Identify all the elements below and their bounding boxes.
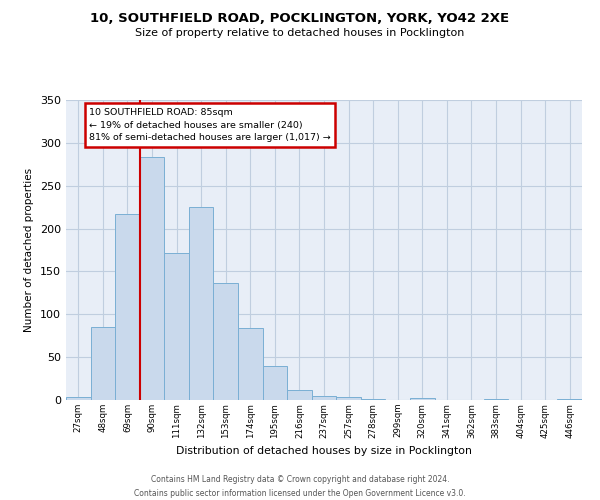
Text: 10, SOUTHFIELD ROAD, POCKLINGTON, YORK, YO42 2XE: 10, SOUTHFIELD ROAD, POCKLINGTON, YORK, … — [91, 12, 509, 26]
Bar — [189, 207, 214, 400]
Bar — [410, 398, 434, 400]
Bar — [214, 284, 238, 400]
Text: Contains HM Land Registry data © Crown copyright and database right 2024.
Contai: Contains HM Land Registry data © Crown c… — [134, 476, 466, 498]
Bar — [312, 396, 336, 400]
Bar — [140, 158, 164, 400]
Bar — [287, 390, 312, 400]
Bar — [484, 399, 508, 400]
Bar — [66, 398, 91, 400]
Bar — [164, 254, 189, 400]
Bar — [238, 328, 263, 400]
Bar — [91, 327, 115, 400]
Bar — [557, 399, 582, 400]
Bar — [115, 214, 140, 400]
X-axis label: Distribution of detached houses by size in Pocklington: Distribution of detached houses by size … — [176, 446, 472, 456]
Text: Size of property relative to detached houses in Pocklington: Size of property relative to detached ho… — [136, 28, 464, 38]
Bar — [336, 396, 361, 400]
Bar — [361, 399, 385, 400]
Text: 10 SOUTHFIELD ROAD: 85sqm
← 19% of detached houses are smaller (240)
81% of semi: 10 SOUTHFIELD ROAD: 85sqm ← 19% of detac… — [89, 108, 331, 142]
Bar — [263, 366, 287, 400]
Y-axis label: Number of detached properties: Number of detached properties — [25, 168, 34, 332]
